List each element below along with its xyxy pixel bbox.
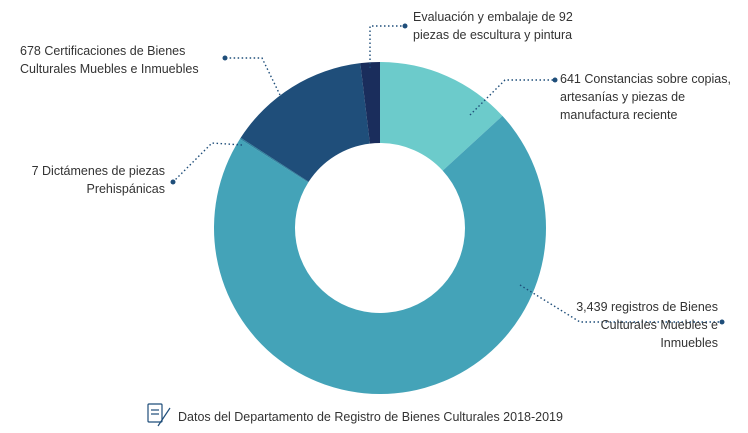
slice bbox=[213, 115, 546, 395]
connector-dot bbox=[719, 319, 725, 325]
connector bbox=[225, 57, 281, 96]
data-label: 641 Constancias sobre copias, artesanías… bbox=[560, 72, 731, 122]
data-label: 7 Dictámenes de piezas Prehispánicas bbox=[31, 164, 165, 196]
slices bbox=[213, 62, 546, 395]
connector-dot bbox=[552, 77, 558, 83]
source-note: Datos del Departamento de Registro de Bi… bbox=[178, 410, 563, 424]
connectors bbox=[170, 23, 725, 325]
connector-dot bbox=[402, 23, 408, 29]
connector-dot bbox=[170, 179, 176, 185]
slice bbox=[240, 63, 370, 182]
slice bbox=[380, 62, 503, 171]
slice bbox=[360, 62, 380, 144]
connector bbox=[519, 284, 722, 323]
connector bbox=[469, 79, 555, 116]
data-label: 3,439 registros de Bienes Culturales Mue… bbox=[576, 300, 718, 350]
data-label: 678 Certificaciones de Bienes Culturales… bbox=[20, 44, 199, 76]
slice bbox=[239, 137, 309, 183]
connector-dot bbox=[222, 55, 228, 61]
connector bbox=[369, 25, 405, 68]
data-label: Evaluación y embalaje de 92 piezas de es… bbox=[413, 10, 573, 42]
source-icon bbox=[147, 403, 171, 427]
